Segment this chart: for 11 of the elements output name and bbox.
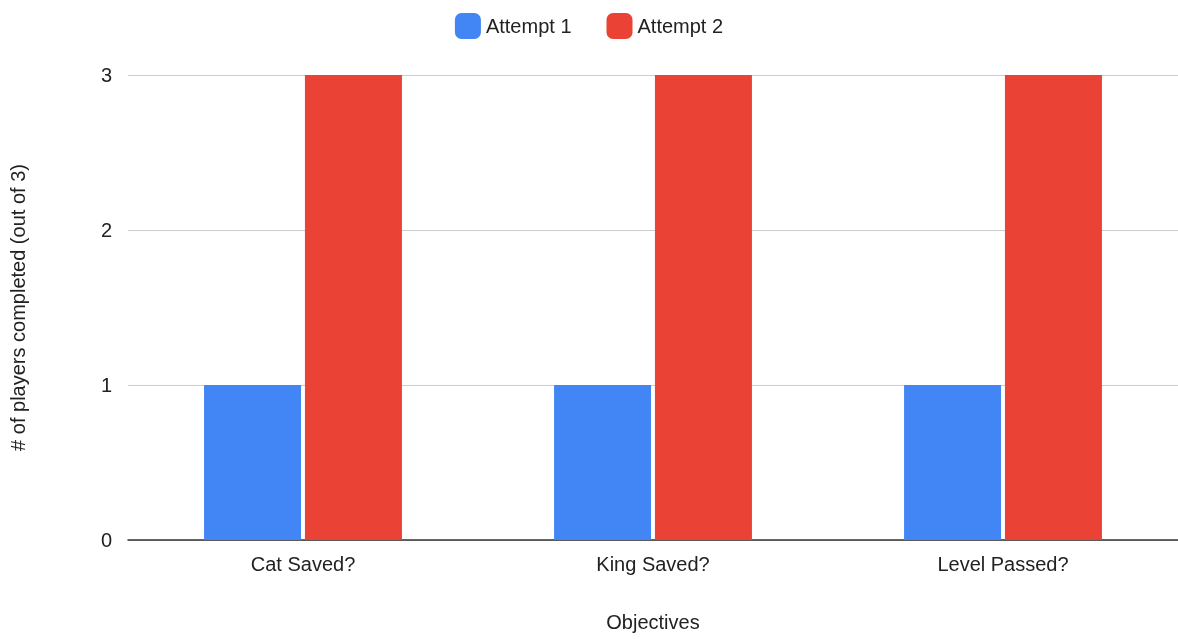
y-axis-title: # of players completed (out of 3): [7, 164, 29, 451]
legend-label: Attempt 1: [485, 15, 572, 37]
y-tick-label: 3: [100, 64, 112, 86]
x-tick-label: Level Passed?: [937, 553, 1069, 575]
y-tick-label: 1: [100, 374, 112, 396]
legend-label: Attempt 2: [637, 15, 724, 37]
x-tick-label: Cat Saved?: [250, 553, 356, 575]
y-tick-label: 0: [100, 529, 112, 551]
x-tick-label: King Saved?: [596, 553, 710, 575]
x-axis-title: Objectives: [606, 611, 700, 633]
y-tick-label: 2: [100, 219, 112, 241]
